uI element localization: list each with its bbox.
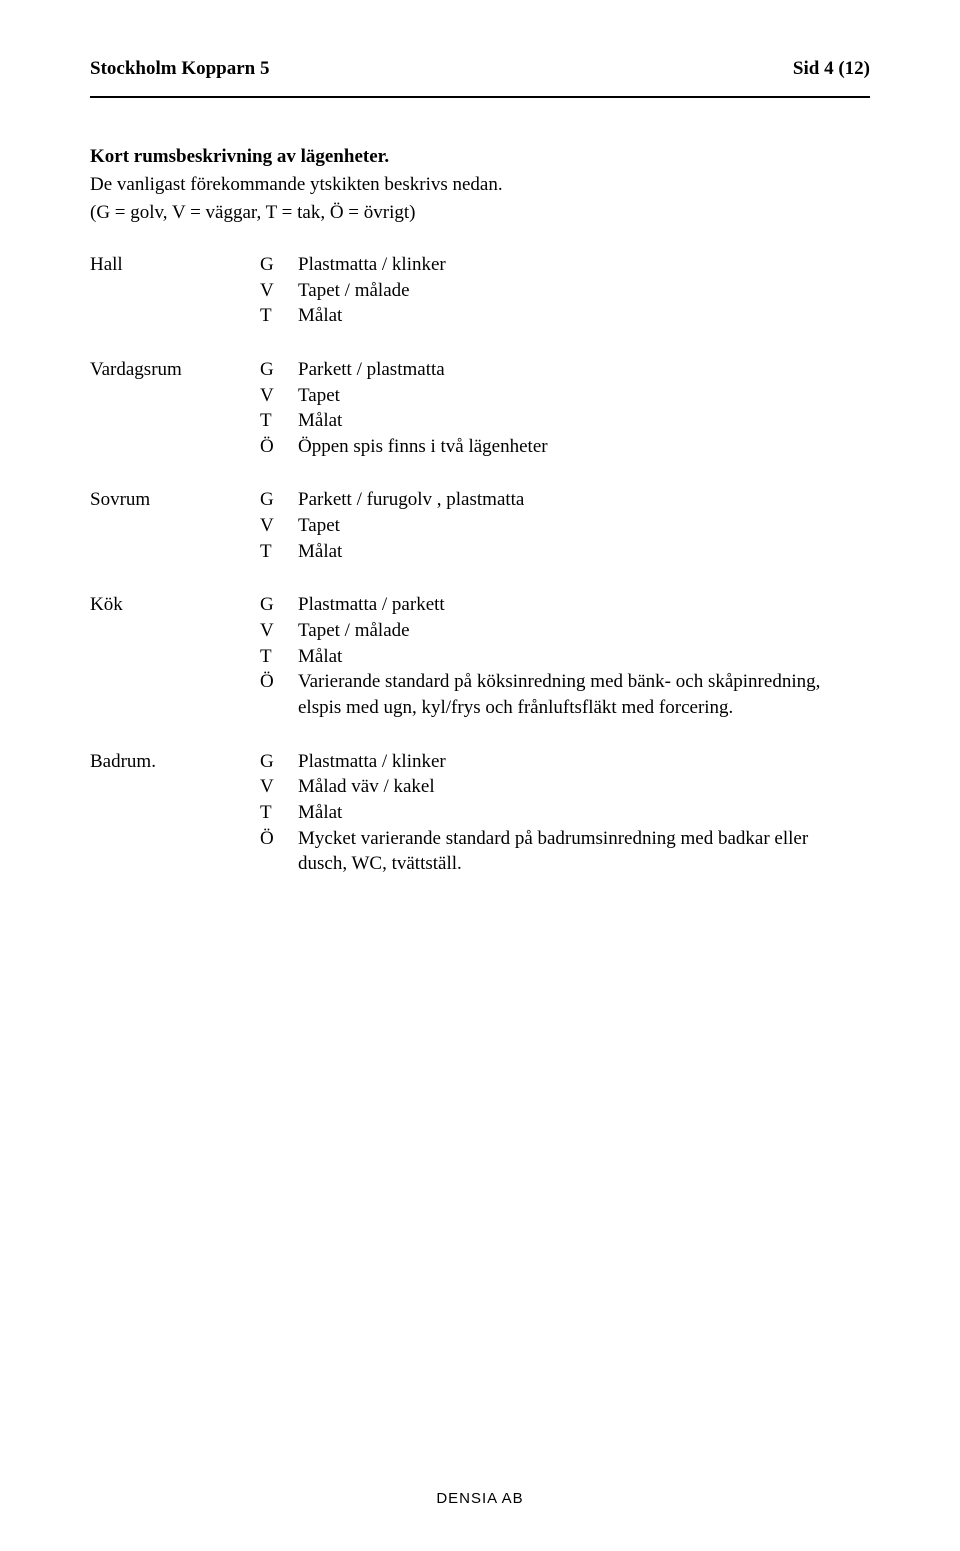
room-item: G Plastmatta / parkett xyxy=(260,592,870,618)
item-desc: Målad väv / kakel xyxy=(298,774,870,800)
item-code: G xyxy=(260,252,298,278)
header-left: Stockholm Kopparn 5 xyxy=(90,58,269,80)
room-item: T Målat xyxy=(260,408,870,434)
room-item: V Tapet xyxy=(260,513,870,539)
room-item: T Målat xyxy=(260,539,870,565)
item-desc: Plastmatta / klinker xyxy=(298,252,870,278)
section-title: Kort rumsbeskrivning av lägenheter. xyxy=(90,146,870,168)
room-item: G Plastmatta / klinker xyxy=(260,749,870,775)
room-item: T Målat xyxy=(260,644,870,670)
room-item: V Tapet xyxy=(260,383,870,409)
room-item: G Parkett / furugolv , plastmatta xyxy=(260,487,870,513)
room-item: Ö Öppen spis finns i två lägenheter xyxy=(260,434,870,460)
header-divider xyxy=(90,96,870,98)
room-item: V Målad väv / kakel xyxy=(260,774,870,800)
room-block: Kök G Plastmatta / parkett V Tapet / mål… xyxy=(90,592,870,720)
section-subtitle: De vanligast förekommande ytskikten besk… xyxy=(90,174,870,196)
item-desc: Målat xyxy=(298,408,870,434)
item-desc: Målat xyxy=(298,303,870,329)
room-name: Badrum. xyxy=(90,749,260,877)
item-code: G xyxy=(260,487,298,513)
room-block: Hall G Plastmatta / klinker V Tapet / må… xyxy=(90,252,870,329)
item-code: Ö xyxy=(260,669,298,720)
item-code: G xyxy=(260,749,298,775)
item-desc: Plastmatta / parkett xyxy=(298,592,870,618)
item-desc: Tapet / målade xyxy=(298,278,870,304)
room-item: G Parkett / plastmatta xyxy=(260,357,870,383)
item-code: V xyxy=(260,618,298,644)
room-block: Vardagsrum G Parkett / plastmatta V Tape… xyxy=(90,357,870,460)
item-desc: Varierande standard på köksinredning med… xyxy=(298,669,870,720)
item-code: V xyxy=(260,513,298,539)
item-code: T xyxy=(260,303,298,329)
item-code: Ö xyxy=(260,434,298,460)
room-name: Vardagsrum xyxy=(90,357,260,460)
item-code: V xyxy=(260,383,298,409)
room-block: Sovrum G Parkett / furugolv , plastmatta… xyxy=(90,487,870,564)
room-item: G Plastmatta / klinker xyxy=(260,252,870,278)
item-code: V xyxy=(260,774,298,800)
item-desc: Plastmatta / klinker xyxy=(298,749,870,775)
page-footer: DENSIA AB xyxy=(0,1490,960,1507)
room-item: T Målat xyxy=(260,303,870,329)
page-header: Stockholm Kopparn 5 Sid 4 (12) xyxy=(90,58,870,80)
item-code: T xyxy=(260,644,298,670)
item-code: T xyxy=(260,539,298,565)
header-right: Sid 4 (12) xyxy=(793,58,870,80)
item-code: V xyxy=(260,278,298,304)
item-desc: Öppen spis finns i två lägenheter xyxy=(298,434,870,460)
item-code: G xyxy=(260,592,298,618)
page: Stockholm Kopparn 5 Sid 4 (12) Kort rums… xyxy=(0,0,960,1551)
item-desc: Målat xyxy=(298,800,870,826)
room-item: Ö Varierande standard på köksinredning m… xyxy=(260,669,870,720)
item-code: T xyxy=(260,800,298,826)
room-item: T Målat xyxy=(260,800,870,826)
room-name: Sovrum xyxy=(90,487,260,564)
room-item: V Tapet / målade xyxy=(260,618,870,644)
item-desc: Tapet xyxy=(298,383,870,409)
item-desc: Mycket varierande standard på badrumsinr… xyxy=(298,826,870,877)
item-desc: Tapet xyxy=(298,513,870,539)
room-item: Ö Mycket varierande standard på badrumsi… xyxy=(260,826,870,877)
legend-text: (G = golv, V = väggar, T = tak, Ö = övri… xyxy=(90,202,870,224)
item-desc: Målat xyxy=(298,644,870,670)
room-name: Hall xyxy=(90,252,260,329)
item-code: Ö xyxy=(260,826,298,877)
item-code: T xyxy=(260,408,298,434)
room-name: Kök xyxy=(90,592,260,720)
room-block: Badrum. G Plastmatta / klinker V Målad v… xyxy=(90,749,870,877)
item-desc: Tapet / målade xyxy=(298,618,870,644)
item-desc: Målat xyxy=(298,539,870,565)
item-desc: Parkett / furugolv , plastmatta xyxy=(298,487,870,513)
room-item: V Tapet / målade xyxy=(260,278,870,304)
item-desc: Parkett / plastmatta xyxy=(298,357,870,383)
item-code: G xyxy=(260,357,298,383)
